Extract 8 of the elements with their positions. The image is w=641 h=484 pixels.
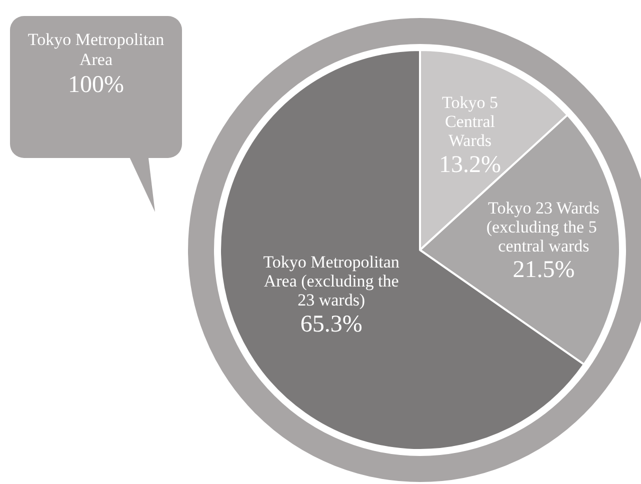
data-label: 65.3% <box>300 312 362 338</box>
text: 100% <box>67 71 125 100</box>
data-label: 13.2% <box>438 152 501 178</box>
slice-label: Tokyo 23 Wards (excluding the 5 central wards <box>486 198 602 256</box>
slice-label: Tokyo Metropolitan Area (excluding the 23 wards) <box>263 252 400 310</box>
slice-label: Tokyo 5 Central Wards <box>442 92 498 150</box>
data-label: 21.5% <box>512 257 575 284</box>
text: Tokyo Metropolitan Area <box>26 30 166 70</box>
